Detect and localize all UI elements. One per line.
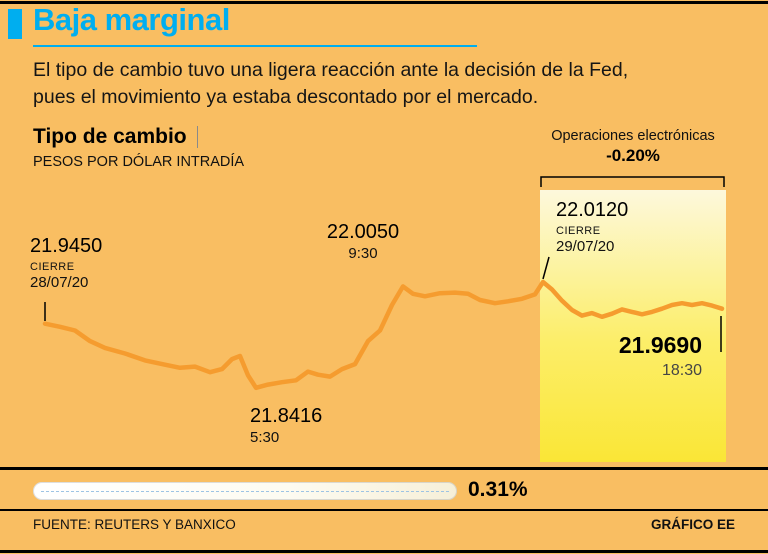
title-accent-square [8,9,22,39]
chart-subtitle: PESOS POR DÓLAR INTRADÍA [33,154,245,170]
footer-credit: GRÁFICO EE [650,517,735,532]
last-value: 21.9690 [618,332,702,358]
annotation-high: 22.0050 9:30 [316,221,410,262]
intro-line-1: El tipo de cambio tuvo una ligera reacci… [33,59,629,81]
range-bar-track [33,482,457,500]
prev-close-date: 28/07/20 [30,274,89,291]
annotation-close: 22.0120 CIERRE 29/07/20 [556,199,628,255]
bottom-rule [0,550,768,553]
electronic-session-bracket [540,176,725,187]
close-value: 22.0120 [556,199,629,221]
last-time: 18:30 [661,362,702,379]
intro-line-2: pues el movimiento ya estaba descontado … [33,85,539,108]
title-divider [196,126,198,148]
low-time: 5:30 [250,429,280,446]
low-value: 21.8416 [250,405,323,427]
mid-rule [0,467,768,470]
footer-rule [0,509,768,511]
electronic-session-label: Operaciones electrónicas [551,128,715,144]
annotation-prev-close: 21.9450 CIERRE 28/07/20 [30,235,102,291]
annotation-last: 21.9690 18:30 [556,332,702,380]
top-rule [0,1,768,4]
close-label: CIERRE [556,225,601,237]
range-bar-value: 0.31% [468,478,528,501]
range-bar-center-line [41,491,449,492]
electronic-session-change: -0.20% [606,146,660,165]
page-title: Baja marginal [33,2,230,37]
chart-title-text: Tipo de cambio [33,125,187,148]
footer-source: FUENTE: REUTERS Y BANXICO [33,517,236,532]
chart-title: Tipo de cambio [33,125,198,149]
electronic-session-block: Operaciones electrónicas -0.20% [538,128,728,166]
prev-close-value: 21.9450 [30,235,103,257]
high-time: 9:30 [348,245,378,262]
annotation-low: 21.8416 5:30 [250,405,322,446]
close-date: 29/07/20 [556,238,615,255]
intro-text: El tipo de cambio tuvo una ligera reacci… [33,57,753,111]
prev-close-label: CIERRE [30,261,75,273]
title-underline [33,45,477,47]
high-value: 22.0050 [326,221,400,243]
